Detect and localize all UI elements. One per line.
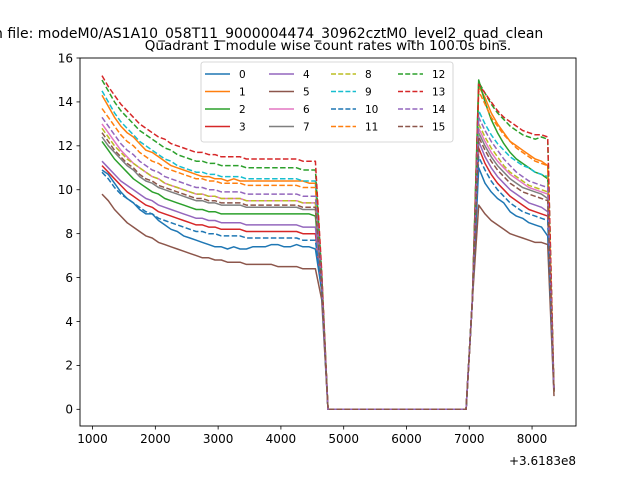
legend-label: 0 bbox=[239, 69, 246, 81]
x-offset-text: +3.6183e8 bbox=[509, 454, 576, 468]
chart-title: Quadrant 1 module wise count rates with … bbox=[145, 38, 511, 54]
legend-label: 8 bbox=[365, 69, 372, 81]
y-tick-label: 14 bbox=[58, 95, 73, 109]
figure-suptitle: n file: modeM0/AS1A10_058T11_9000004474_… bbox=[0, 26, 543, 42]
y-tick-label: 2 bbox=[65, 359, 73, 373]
legend-label: 14 bbox=[432, 104, 446, 116]
y-tick-label: 4 bbox=[65, 315, 73, 329]
legend-label: 10 bbox=[365, 104, 378, 116]
x-tick-label: 8000 bbox=[517, 432, 548, 446]
legend-label: 3 bbox=[239, 121, 246, 133]
legend-label: 11 bbox=[365, 121, 378, 133]
x-tick-label: 5000 bbox=[328, 432, 359, 446]
legend-label: 7 bbox=[303, 121, 310, 133]
y-axis: 0 2 4 6 8 10 12 14 16 bbox=[58, 51, 80, 417]
legend-label: 1 bbox=[239, 86, 246, 98]
legend-label: 6 bbox=[303, 104, 310, 116]
legend-label: 12 bbox=[432, 69, 445, 81]
series-line-15 bbox=[101, 132, 555, 411]
y-tick-label: 8 bbox=[65, 227, 73, 241]
x-tick-label: 3000 bbox=[203, 432, 234, 446]
x-tick-label: 7000 bbox=[454, 432, 485, 446]
x-axis: 1000 2000 3000 4000 5000 6000 7000 8000 bbox=[77, 426, 547, 446]
y-tick-label: 10 bbox=[58, 183, 73, 197]
x-tick-label: 2000 bbox=[140, 432, 171, 446]
legend-label: 13 bbox=[432, 86, 445, 98]
legend-label: 9 bbox=[365, 86, 372, 98]
legend-label: 5 bbox=[303, 86, 310, 98]
x-tick-label: 4000 bbox=[266, 432, 297, 446]
x-tick-label: 1000 bbox=[77, 432, 108, 446]
y-tick-label: 12 bbox=[58, 139, 73, 153]
legend-box bbox=[200, 61, 454, 143]
axes-frame bbox=[79, 57, 577, 427]
legend-label: 4 bbox=[303, 69, 310, 81]
y-tick-label: 6 bbox=[65, 271, 73, 285]
y-tick-label: 0 bbox=[65, 403, 73, 417]
series-line-14 bbox=[101, 116, 555, 411]
legend-label: 15 bbox=[432, 121, 445, 133]
legend-label: 2 bbox=[239, 104, 246, 116]
x-tick-label: 6000 bbox=[391, 432, 422, 446]
series-layer bbox=[101, 75, 555, 411]
y-tick-label: 16 bbox=[58, 51, 73, 65]
